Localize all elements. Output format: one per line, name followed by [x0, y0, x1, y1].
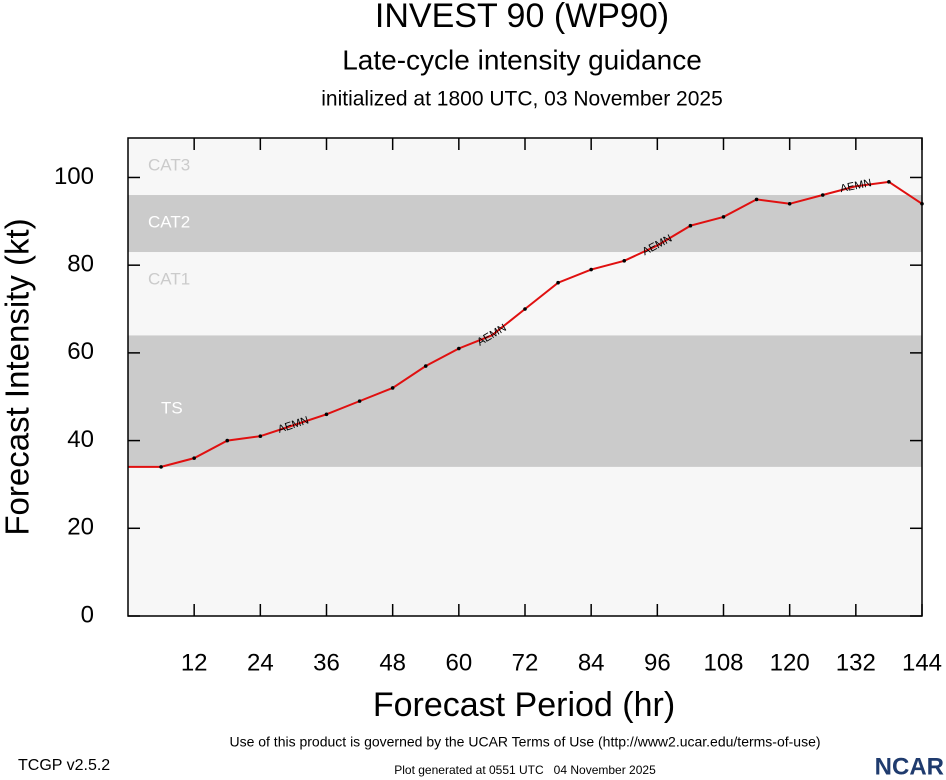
point [721, 215, 726, 219]
y-tick-label: 80 [67, 251, 94, 278]
x-tick-label: 84 [578, 649, 605, 676]
point [390, 386, 395, 390]
x-tick-label: 96 [644, 649, 671, 676]
point [820, 193, 825, 197]
point [523, 307, 527, 311]
point [423, 364, 428, 368]
point [324, 412, 329, 417]
x-tick-label: 12 [181, 649, 208, 676]
x-tick-label: 24 [247, 649, 274, 676]
x-tick-label: 144 [902, 649, 942, 676]
terms: Use of this product is governed by the U… [229, 734, 820, 750]
y-tick-label: 0 [81, 601, 94, 628]
band-label: CAT1 [148, 270, 190, 289]
intensity-band [128, 335, 922, 467]
y-tick-label: 20 [67, 514, 94, 541]
point [457, 346, 461, 351]
point [556, 280, 560, 285]
x-axis-label: Forecast Period (hr) [373, 686, 675, 724]
chart-title: INVEST 90 (WP90) [375, 0, 669, 35]
band-label: TS [161, 399, 183, 418]
point [258, 434, 263, 439]
generated: Plot generated at 0551 UTC 04 November 2… [394, 763, 656, 777]
band-label: CAT2 [148, 212, 190, 231]
y-tick-label: 40 [67, 426, 94, 453]
version: TCGP v2.5.2 [18, 757, 110, 774]
point [159, 465, 163, 469]
point [787, 201, 792, 206]
y-axis-label: Forecast Intensity (kt) [0, 218, 36, 535]
logo: NCAR [875, 753, 944, 780]
x-tick-label: 48 [379, 649, 406, 676]
x-tick-label: 36 [313, 649, 340, 676]
point [754, 197, 759, 202]
point [688, 223, 693, 228]
x-tick-label: 108 [703, 649, 743, 676]
intensity-band [128, 195, 922, 253]
x-tick-label: 72 [512, 649, 539, 676]
y-tick-label: 60 [67, 338, 94, 365]
y-tick-label: 100 [54, 163, 94, 190]
point [589, 267, 593, 272]
plot-area: TSCAT1CAT2CAT3AEMNAEMNAEMNAEMN0204060801… [54, 137, 942, 676]
band-label: CAT3 [148, 155, 190, 174]
init-time: initialized at 1800 UTC, 03 November 202… [321, 88, 723, 111]
x-tick-label: 120 [770, 649, 810, 676]
point [225, 438, 230, 443]
point [357, 399, 362, 403]
intensity-band [128, 252, 922, 336]
chart-subtitle: Late-cycle intensity guidance [342, 44, 702, 75]
x-tick-label: 132 [836, 649, 876, 676]
point [887, 180, 891, 184]
x-tick-label: 60 [445, 649, 472, 676]
point [192, 456, 196, 460]
point [622, 258, 627, 263]
